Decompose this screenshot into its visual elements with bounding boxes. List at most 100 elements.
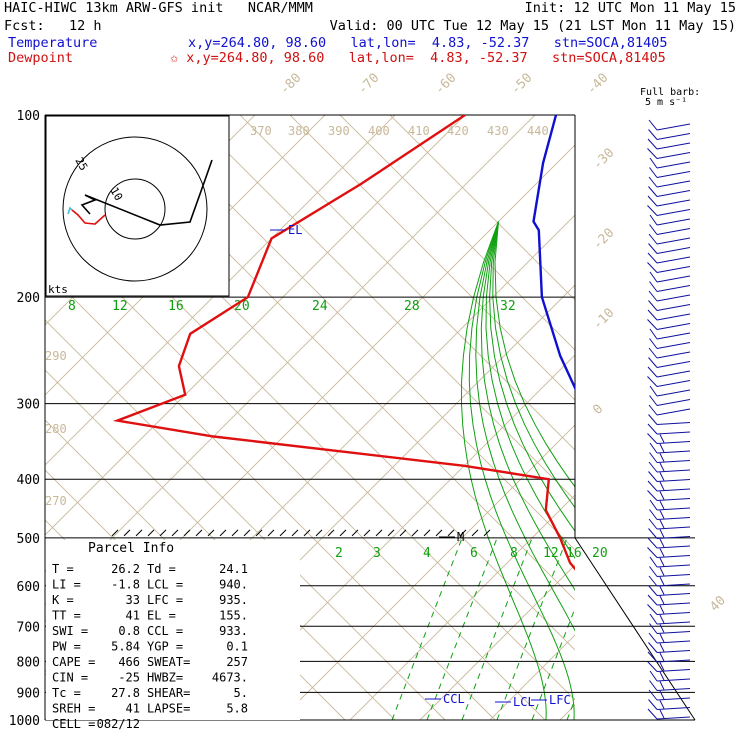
isotherm-line bbox=[419, 564, 575, 720]
wind-barb bbox=[647, 138, 691, 150]
hatch-mark bbox=[267, 529, 275, 537]
barb-flag bbox=[659, 557, 665, 567]
wind-barb bbox=[649, 499, 691, 511]
mixing-ratio-label: 2 bbox=[335, 546, 343, 561]
wind-barb bbox=[649, 452, 691, 463]
hatch-mark bbox=[435, 529, 443, 537]
barb-flag bbox=[647, 490, 658, 501]
wind-barb bbox=[647, 309, 691, 321]
theta-label: 420 bbox=[447, 124, 469, 138]
barb-staff bbox=[656, 408, 691, 416]
wind-barb bbox=[647, 366, 691, 378]
dry-adiabat-line bbox=[189, 115, 575, 501]
parcel-key: SREH = bbox=[52, 702, 95, 716]
wind-barb bbox=[647, 651, 691, 663]
wind-barb bbox=[649, 385, 691, 397]
theta-label: 440 bbox=[527, 124, 549, 138]
hatch-mark bbox=[399, 529, 407, 537]
barb-legend-unit: 5 m s⁻¹ bbox=[645, 97, 687, 108]
barb-flag bbox=[649, 670, 658, 682]
barb-staff bbox=[656, 593, 691, 596]
isotherm-label: -20 bbox=[590, 226, 617, 253]
barb-flag bbox=[648, 176, 658, 188]
theta-label: 390 bbox=[328, 124, 350, 138]
parcel-key: LI = bbox=[52, 578, 81, 592]
moist-adiabat-line bbox=[494, 221, 575, 488]
wind-barb bbox=[648, 528, 691, 539]
pressure-tick-label: 500 bbox=[17, 532, 40, 547]
moist-adiabat-line bbox=[460, 221, 547, 720]
barb-staff bbox=[656, 247, 691, 254]
parcel-value: 41 bbox=[126, 702, 140, 716]
parcel-info-box bbox=[46, 540, 300, 720]
barb-flag bbox=[647, 423, 658, 435]
pressure-tick-label: 300 bbox=[17, 398, 40, 413]
barb-staff bbox=[656, 659, 691, 663]
wind-barb bbox=[647, 661, 691, 672]
barb-staff bbox=[656, 370, 691, 378]
wind-barb bbox=[648, 632, 691, 644]
wind-barb bbox=[649, 338, 691, 349]
wind-barb bbox=[649, 157, 691, 169]
barb-flag bbox=[659, 709, 665, 719]
barb-flag bbox=[659, 538, 665, 548]
barb-staff bbox=[656, 469, 691, 473]
barb-flag bbox=[648, 632, 658, 644]
wind-barb bbox=[649, 281, 691, 292]
barb-flag bbox=[649, 214, 658, 226]
barb-staff bbox=[656, 583, 691, 587]
hodograph-trace bbox=[80, 159, 213, 226]
parcel-key: CAPE = bbox=[52, 655, 95, 669]
barb-staff bbox=[656, 555, 691, 558]
parcel-key: Td = bbox=[147, 562, 176, 576]
isotherm-line bbox=[489, 634, 575, 720]
parcel-key: LAPSE= bbox=[147, 702, 190, 716]
wind-barb bbox=[649, 395, 691, 406]
theta-label: 410 bbox=[408, 124, 430, 138]
level-label: EL bbox=[288, 223, 302, 237]
pressure-tick-label: 200 bbox=[17, 291, 40, 306]
wind-barb bbox=[649, 442, 691, 454]
barb-legend-label: Full barb: bbox=[640, 87, 700, 98]
hodograph-ring-outer bbox=[62, 136, 208, 282]
pressure-tick-label: 400 bbox=[17, 473, 40, 488]
moist-adiabat-label: 8 bbox=[68, 299, 76, 314]
barb-staff bbox=[656, 536, 691, 539]
barb-flag bbox=[648, 186, 658, 197]
wind-barb bbox=[649, 670, 691, 682]
barb-staff bbox=[656, 517, 691, 520]
barb-flag bbox=[659, 681, 665, 690]
legend-temperature-info: x,y=264.80, 98.60 lat,lon= 4.83, -52.37 … bbox=[188, 35, 668, 51]
wind-barb bbox=[648, 699, 691, 710]
barb-staff bbox=[656, 190, 691, 197]
wind-barb bbox=[648, 233, 691, 245]
barb-flag bbox=[648, 243, 658, 254]
barb-flag bbox=[647, 319, 658, 330]
hatch-mark bbox=[147, 529, 155, 537]
theta-label: 280 bbox=[45, 422, 67, 436]
isotherm-label: 0 bbox=[590, 402, 606, 418]
wind-barb bbox=[649, 224, 691, 235]
barb-flag bbox=[647, 205, 658, 216]
wind-barb bbox=[647, 319, 691, 330]
hatch-mark bbox=[291, 529, 299, 537]
barb-staff bbox=[656, 564, 691, 568]
parcel-value: 466 bbox=[118, 655, 140, 669]
barb-staff bbox=[656, 142, 691, 150]
isotherm-line bbox=[630, 115, 740, 720]
barb-flag bbox=[648, 575, 658, 587]
barb-flag bbox=[648, 129, 658, 140]
isotherm-label: -60 bbox=[432, 71, 459, 98]
barb-flag bbox=[648, 585, 658, 596]
parcel-value: 0.8 bbox=[118, 624, 140, 638]
barb-flag bbox=[649, 281, 658, 292]
barb-flag bbox=[649, 613, 658, 625]
barb-staff bbox=[656, 380, 691, 387]
parcel-value: 26.2 bbox=[111, 562, 140, 576]
parcel-key: CELL = bbox=[52, 717, 95, 731]
barb-staff bbox=[656, 133, 691, 140]
hodograph-trace-surface bbox=[67, 206, 73, 215]
dry-adiabat-line bbox=[289, 115, 575, 401]
barb-staff bbox=[656, 488, 691, 492]
barb-staff bbox=[656, 275, 691, 283]
